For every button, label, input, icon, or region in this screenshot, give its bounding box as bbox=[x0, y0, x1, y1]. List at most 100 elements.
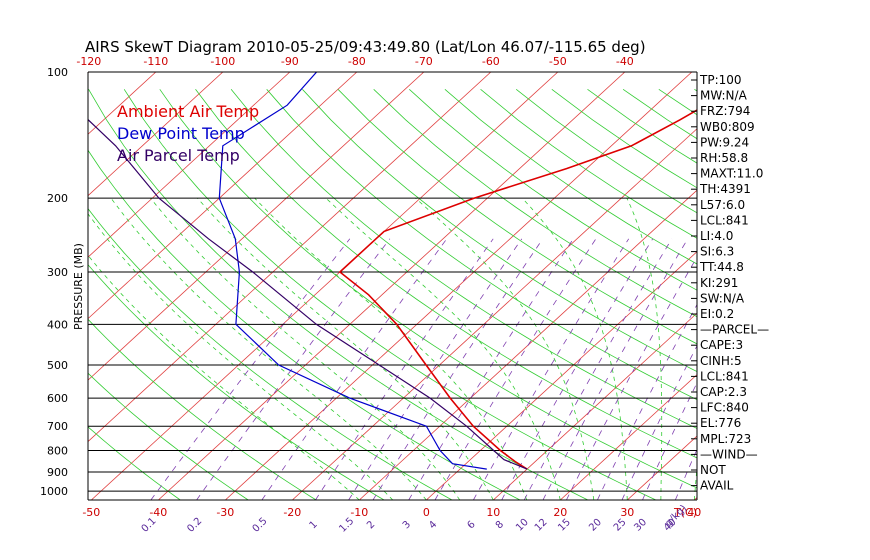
bottom-temp-tick-labels: -50 -40 -30 -20 -10 0 10 20 30 40 bbox=[82, 506, 701, 519]
series-line bbox=[338, 109, 697, 470]
isotherm-line bbox=[88, 72, 425, 381]
bottom-temp-tick-label: -30 bbox=[216, 506, 234, 519]
isobar-layer bbox=[88, 71, 697, 492]
mixing-ratio-label: 20 bbox=[587, 517, 604, 534]
dry-adiabat-line bbox=[123, 89, 657, 500]
index-item: TH:4391 bbox=[699, 182, 751, 196]
index-item: CINH:5 bbox=[700, 354, 742, 368]
x-axis-label: T(C) bbox=[673, 506, 697, 519]
mixing-ratio-line bbox=[642, 382, 697, 500]
isotherm-line bbox=[158, 72, 626, 500]
mixing-ratio-label: 10 bbox=[514, 517, 531, 534]
bottom-temp-tick-label: 10 bbox=[486, 506, 500, 519]
index-item: PW:9.24 bbox=[700, 135, 749, 149]
pressure-tick-label: 900 bbox=[47, 466, 68, 479]
index-item: AVAIL bbox=[700, 479, 734, 493]
mixing-ratio-line bbox=[261, 238, 448, 500]
dry-adiabat-line bbox=[159, 89, 697, 489]
mixing-ratio-line bbox=[621, 344, 697, 500]
mixing-ratio-label: 8 bbox=[494, 519, 506, 531]
dry-adiabat-line bbox=[373, 89, 697, 318]
isotherm-line bbox=[828, 72, 870, 500]
isotherm-line bbox=[88, 72, 291, 258]
mixing-ratio-line bbox=[372, 238, 544, 500]
index-item: CAP:2.3 bbox=[700, 385, 747, 399]
dry-adiabat-line bbox=[302, 89, 697, 372]
moist-adiabat-line bbox=[197, 197, 494, 500]
legend-entry: Air Parcel Temp bbox=[117, 146, 240, 165]
index-item: KI:291 bbox=[700, 276, 738, 290]
mixing-ratio-label: 0.2 bbox=[185, 516, 204, 535]
index-item: SW:N/A bbox=[700, 291, 745, 305]
isotherm-line bbox=[493, 312, 697, 500]
pressure-tick-label: 500 bbox=[47, 359, 68, 372]
moist-adiabat-line bbox=[254, 197, 528, 500]
mixing-ratio-line bbox=[315, 238, 494, 500]
y-axis-label: PRESSURE (MB) bbox=[72, 243, 85, 330]
mixing-ratio-line bbox=[566, 256, 697, 500]
mixing-ratio-label: 2 bbox=[365, 519, 377, 531]
dry-adiabat-line bbox=[337, 89, 697, 345]
index-item: MPL:723 bbox=[700, 432, 751, 446]
isotherm-line bbox=[88, 72, 224, 197]
dry-adiabat-line bbox=[88, 208, 453, 500]
bottom-temp-tick-label: 20 bbox=[553, 506, 567, 519]
top-temp-tick-label: -70 bbox=[415, 55, 433, 68]
bottom-temp-tick-label: -10 bbox=[350, 506, 368, 519]
dry-adiabat-line bbox=[88, 426, 181, 500]
moist-adiabat-line bbox=[415, 197, 595, 500]
mixing-ratio-label: 0.5 bbox=[251, 516, 270, 535]
bottom-temp-tick-label: 30 bbox=[620, 506, 634, 519]
moist-adiabat-line bbox=[693, 462, 697, 500]
index-item: L57:6.0 bbox=[700, 198, 745, 212]
index-item: TP:100 bbox=[699, 73, 742, 87]
mixing-ratio-label: 4 bbox=[427, 519, 439, 531]
dry-adiabat-line bbox=[195, 89, 697, 459]
top-temp-tick-label: -120 bbox=[76, 55, 101, 68]
top-temp-tick-label: -90 bbox=[281, 55, 299, 68]
top-temp-tick-label: -110 bbox=[143, 55, 168, 68]
index-item: WB0:809 bbox=[700, 120, 755, 134]
pressure-tick-label: 700 bbox=[47, 420, 68, 433]
top-temp-tick-label: -40 bbox=[616, 55, 634, 68]
mixing-ratio-line bbox=[542, 238, 689, 500]
index-item: FRZ:794 bbox=[700, 104, 750, 118]
series-line bbox=[88, 118, 528, 470]
bottom-temp-tick-label: -20 bbox=[283, 506, 301, 519]
mixing-ratio-label: 3 bbox=[401, 519, 413, 531]
mixing-ratio-label: 25 bbox=[612, 517, 629, 534]
dry-adiabat-line bbox=[88, 372, 249, 500]
isotherm-line bbox=[88, 72, 358, 320]
pressure-tick-label: 400 bbox=[47, 318, 68, 331]
index-item: LCL:841 bbox=[700, 213, 749, 227]
bottom-temp-tick-label: 0 bbox=[423, 506, 430, 519]
legend-entry: Dew Point Temp bbox=[117, 124, 245, 143]
isotherm-line bbox=[761, 72, 870, 500]
moist-adiabat-line bbox=[522, 197, 628, 500]
isotherm-line bbox=[0, 72, 22, 500]
mixing-ratio-line bbox=[674, 448, 697, 500]
mixing-ratio-line bbox=[473, 238, 630, 500]
index-item: —WIND— bbox=[700, 447, 758, 461]
moist-adiabat-line bbox=[325, 197, 561, 500]
mixing-ratio-label: 12 bbox=[533, 517, 550, 534]
index-item: —PARCEL— bbox=[700, 323, 769, 337]
legend-entry: Ambient Air Temp bbox=[117, 102, 259, 121]
top-temp-tick-labels: -120 -110 -100 -90 -80 -70 -60 -50 -40 bbox=[76, 55, 633, 68]
index-item: LCL:841 bbox=[700, 369, 749, 383]
mixing-ratio-line bbox=[597, 303, 697, 500]
dry-adiabat-line bbox=[88, 264, 385, 500]
mixing-ratio-label: 1 bbox=[308, 519, 320, 531]
pressure-tick-label: 1000 bbox=[40, 485, 68, 498]
series-line bbox=[218, 72, 487, 470]
grid-layer bbox=[0, 72, 870, 500]
mixing-ratio-line bbox=[408, 238, 574, 500]
isotherm-line bbox=[292, 128, 697, 500]
dry-adiabat-line bbox=[266, 89, 697, 401]
mixing-ratio-label: 30 bbox=[632, 517, 649, 534]
top-temp-tick-label: -60 bbox=[482, 55, 500, 68]
index-item: CAPE:3 bbox=[700, 338, 743, 352]
pressure-tick-label: 800 bbox=[47, 445, 68, 458]
